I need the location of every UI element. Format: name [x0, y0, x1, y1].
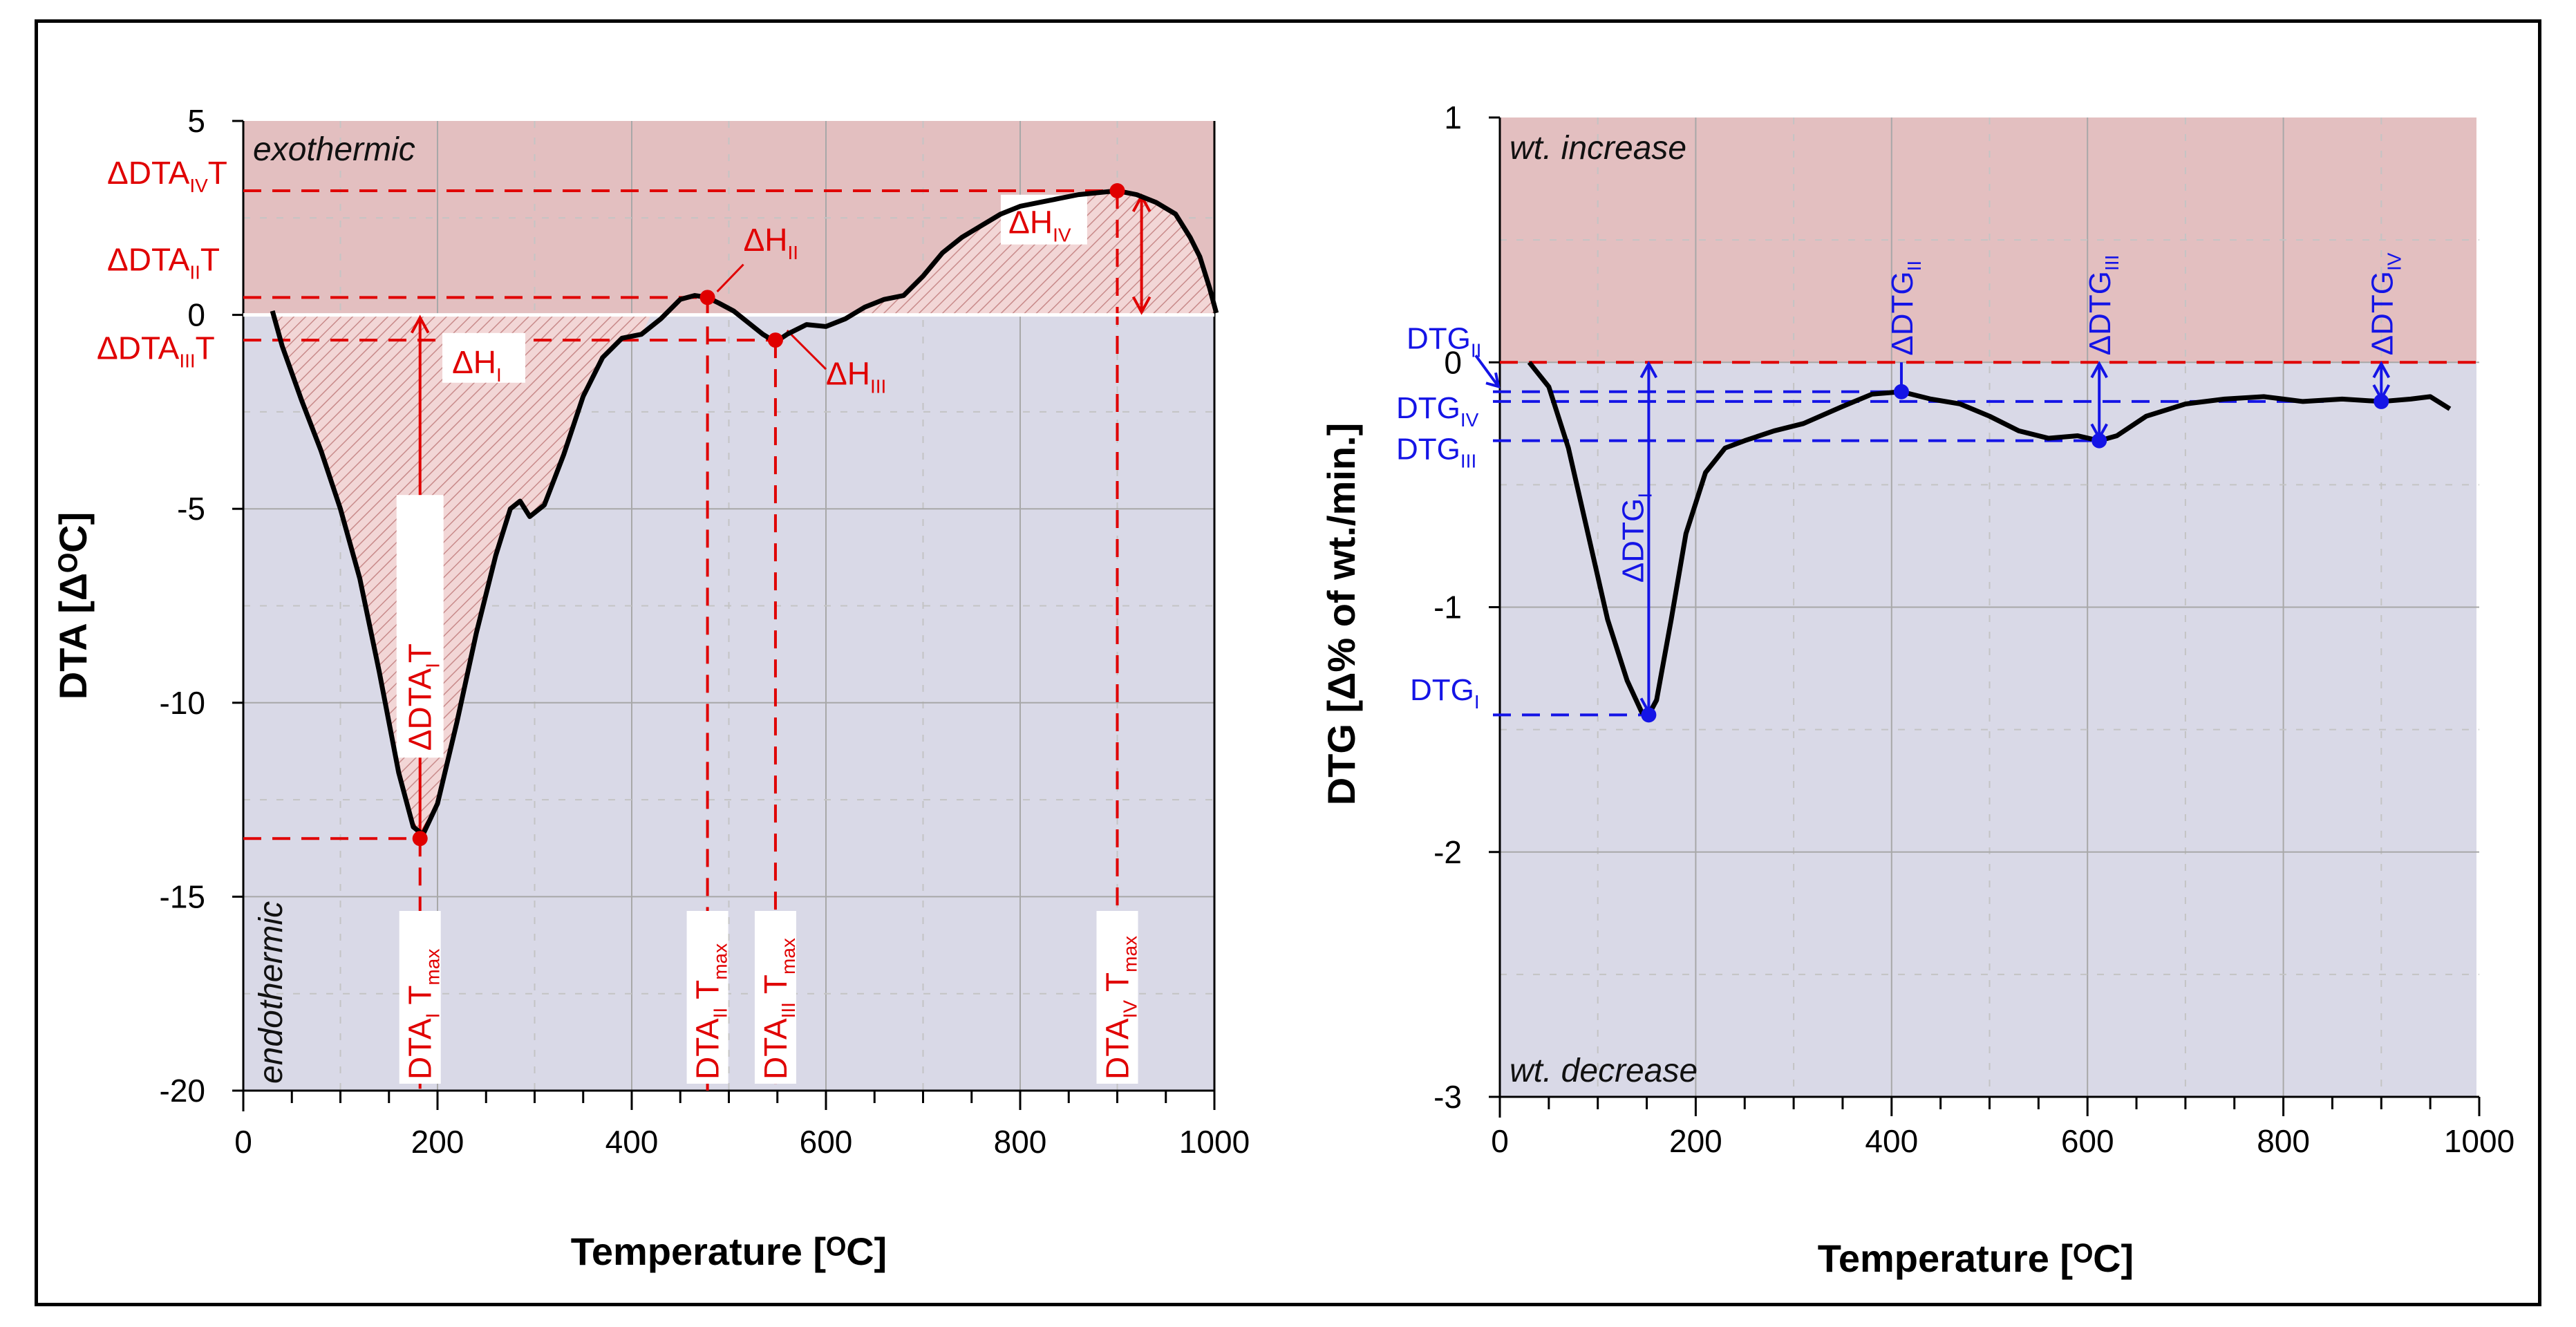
delta-h-4-area [865, 191, 1216, 315]
dtg-x-axis-title: Temperature [ᴼC] [1818, 1236, 2134, 1280]
dta-peak-points [412, 183, 1125, 847]
y-tick-label: 1 [1444, 100, 1462, 135]
dtg-peak-point-4 [2373, 393, 2389, 409]
x-tick-label: 0 [234, 1124, 252, 1160]
delta-h-1-label: ΔHI [452, 344, 502, 386]
x-tick-label: 0 [1491, 1123, 1509, 1159]
dtg-peak-point-3 [2091, 433, 2107, 449]
delta-h-2-label: ΔHII [744, 222, 799, 263]
x-tick-label: 400 [605, 1124, 659, 1160]
dta-peak-point-3 [767, 332, 783, 348]
dta-tick-labels: 5 0 -5 -10 -15 -20 0 200 400 600 800 1000 [160, 103, 1250, 1160]
x-tick-label: 200 [411, 1124, 464, 1160]
dtg-y-axis-title: DTG [Δ% of wt./min.] [1319, 423, 1363, 806]
wt-increase-label: wt. increase [1510, 130, 1686, 167]
delta-dta-4-arrow-head-bottom [1131, 296, 1151, 315]
y-tick-label: -15 [160, 878, 205, 914]
y-tick-label: 5 [187, 103, 205, 139]
delta-dtg-3-label: ΔDTGIII [2083, 255, 2123, 356]
delta-dtg-2-label: ΔDTGII [1886, 261, 1925, 356]
dtg-gridlines [1500, 117, 2479, 1097]
y-tick-label: -5 [177, 491, 205, 527]
tmax-label-3: DTAIII Tmax [758, 938, 799, 1080]
dtg-chart: 10-1-2-30 200 400 600 800 1000 DTGIIDTGIVDTGI… [1319, 100, 2514, 1280]
dtg-3-label: DTGIII [1396, 433, 1476, 472]
x-tick-label: 800 [994, 1124, 1047, 1160]
delta-h-3-pointer [786, 329, 827, 370]
dta-curve [270, 188, 1219, 838]
delta-dtg-1-arrow-head-top [1639, 361, 1658, 379]
x-tick-label: 800 [2257, 1123, 2310, 1159]
delta-dtg-1-label: ΔDTGI [1616, 493, 1655, 583]
x-tick-label: 1000 [1179, 1124, 1250, 1160]
y-tick-label: -2 [1433, 834, 1462, 870]
delta-h-1-box [442, 332, 526, 383]
x-tick-label: 1000 [2444, 1123, 2514, 1159]
delta-h-2-pointer [716, 263, 744, 292]
dta-chart: 50-5-10-15-200 200 400 600 800 1000 ΔDTAIVTΔD… [51, 103, 1250, 1273]
y-tick-label: -20 [160, 1073, 205, 1109]
x-tick-label: 600 [2061, 1123, 2114, 1159]
wt-decrease-label: wt. decrease [1510, 1053, 1698, 1089]
delta-dta-2-label: ΔDTAIIT [107, 241, 220, 283]
dtg-4-label: DTGIV [1396, 391, 1479, 431]
tmax-label-box [754, 911, 796, 1084]
x-tick-label: 600 [800, 1124, 853, 1160]
delta-dtg-4-arrow-head-top [2372, 361, 2391, 379]
dtg-peak-point-2 [1893, 384, 1909, 399]
dta-annotations: ΔDTAIVT ΔDTAIIT ΔDTAIIIT ΔDTAIT ΔHI ΔHII ΔHIII… [97, 155, 1214, 1091]
x-tick-label: 400 [1865, 1123, 1918, 1159]
tmax-label-box [1096, 911, 1138, 1084]
exothermic-label: exothermic [253, 131, 415, 168]
y-tick-label: -3 [1433, 1079, 1462, 1115]
tmax-label-1: DTAI Tmax [402, 949, 444, 1080]
dtg-peak-points [1641, 384, 2389, 723]
delta-h-3-label: ΔHIII [826, 356, 886, 397]
dtg-tick-labels: 1 0 -1 -2 -3 0 200 400 600 800 1000 [1433, 100, 2514, 1159]
tmax-label-box [399, 911, 441, 1084]
delta-dta-1-arrow-head-top [410, 314, 430, 334]
x-tick-label: 200 [1669, 1123, 1722, 1159]
delta-dta-4-label: ΔDTAIVT [107, 155, 227, 196]
dta-axes [232, 120, 1216, 1111]
y-tick-label: 0 [187, 297, 205, 333]
y-tick-label: 0 [1444, 344, 1462, 380]
delta-dtg-3-arrow-head-top [2090, 361, 2108, 379]
delta-dta-1-label-box [396, 495, 444, 758]
dtg-2-pointer [1474, 355, 1501, 389]
dta-peak-point-1 [412, 831, 428, 847]
endothermic-label: endothermic [253, 901, 290, 1084]
tmax-label-2: DTAII Tmax [690, 943, 731, 1080]
tmax-label-4: DTAIV Tmax [1100, 936, 1141, 1080]
dta-peak-point-4 [1109, 183, 1125, 199]
dtg-1-label: DTGI [1410, 673, 1480, 713]
y-tick-label: -1 [1433, 590, 1462, 625]
delta-dta-1-label: ΔDTAIT [402, 643, 444, 751]
dta-x-axis-title: Temperature [ᴼC] [571, 1230, 887, 1273]
dtg-2-label: DTGII [1407, 321, 1481, 361]
dtg-axes [1489, 116, 2481, 1118]
tmax-label-box [686, 911, 728, 1084]
dta-y-axis-title: DTA [ΔᴼC] [51, 512, 95, 699]
dta-peak-point-2 [699, 290, 715, 305]
y-tick-label: -10 [160, 685, 205, 721]
delta-dta-3-label: ΔDTAIIIT [97, 330, 215, 372]
delta-dtg-4-label: ΔDTGIV [2365, 252, 2405, 355]
dtg-peak-point-1 [1641, 707, 1657, 723]
delta-h-1-area [272, 314, 652, 835]
